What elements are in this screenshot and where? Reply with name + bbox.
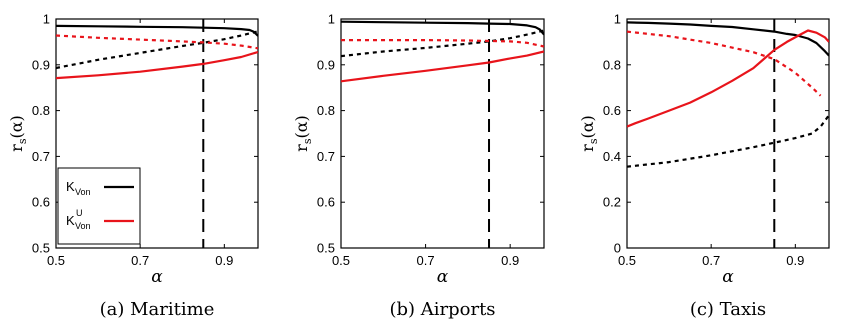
y-tick-label: 0.6 xyxy=(603,103,621,118)
y-tick-label: 0.2 xyxy=(603,195,621,210)
y-label-arg: (α) xyxy=(578,115,597,138)
y-tick-label: 0.6 xyxy=(32,195,50,210)
x-tick-label: 0.9 xyxy=(501,253,519,268)
y-tick-label: 1 xyxy=(328,12,335,27)
y-label-arg: (α) xyxy=(7,115,26,138)
series-line-solid-black xyxy=(341,20,544,36)
series-line-dotted-red xyxy=(341,39,544,48)
y-axis-label: rs(α) xyxy=(578,115,600,152)
series-line-solid-red xyxy=(56,50,258,80)
plot-frame xyxy=(340,18,545,249)
legend-label: K xyxy=(66,179,75,194)
y-label-arg: (α) xyxy=(292,115,311,138)
panel-2: 0.5 0.6 0.7 0.8 0.9 1 0.5 0.7 0.9 α rs(α) (b) Airpo… xyxy=(292,12,545,320)
series-line-dotted-black xyxy=(56,30,258,70)
series-line-solid-red xyxy=(341,50,544,83)
x-tick-label: 0.5 xyxy=(618,253,636,268)
y-label-sub: s xyxy=(301,138,314,144)
y-label-main: r xyxy=(292,144,311,152)
series-group xyxy=(627,21,829,168)
series-group xyxy=(56,24,258,80)
y-tick-label: 0.9 xyxy=(32,57,50,72)
series-line-dotted-black xyxy=(341,29,544,58)
legend-label: K xyxy=(66,213,75,228)
y-tick-label: 0.9 xyxy=(317,57,335,72)
x-tick-label: 0.5 xyxy=(47,253,65,268)
legend-label-sub: Von xyxy=(75,187,91,197)
y-tick-label: 0 xyxy=(614,241,621,256)
y-tick-label: 0.7 xyxy=(32,149,50,164)
series-line-solid-black xyxy=(627,21,829,57)
y-tick-label: 1 xyxy=(43,12,50,27)
y-tick-label: 0.8 xyxy=(32,103,50,118)
x-tick-label: 0.5 xyxy=(332,253,350,268)
series-line-dotted-red xyxy=(627,30,822,97)
y-tick-label: 0.8 xyxy=(603,57,621,72)
y-axis-label: rs(α) xyxy=(292,115,314,152)
panel-3: 0 0.2 0.4 0.6 0.8 1 0.5 0.7 0.9 α rs(α) (c) Taxis xyxy=(578,12,830,320)
legend-label-main: K xyxy=(66,179,75,194)
y-tick-label: 0.5 xyxy=(317,241,335,256)
panel-caption: (a) Maritime xyxy=(100,299,215,320)
x-tick-label: 0.9 xyxy=(215,253,233,268)
x-axis-label: α xyxy=(437,267,449,287)
x-tick-label: 0.9 xyxy=(786,253,804,268)
panel-1: 0.5 0.6 0.7 0.8 0.9 1 0.5 0.7 0.9 α rs(α) (a) Marit… xyxy=(7,12,259,320)
y-label-sub: s xyxy=(587,138,600,144)
legend-label-sub: Von xyxy=(75,221,91,231)
x-tick-label: 0.7 xyxy=(131,253,149,268)
legend-box xyxy=(57,167,141,245)
x-axis-label: α xyxy=(722,267,734,287)
legend-label-main: K xyxy=(66,213,75,228)
x-tick-label: 0.7 xyxy=(417,253,435,268)
panel-caption: (c) Taxis xyxy=(690,299,766,320)
y-label-main: r xyxy=(7,144,26,152)
series-line-solid-red xyxy=(627,29,829,128)
series-line-dotted-red xyxy=(56,34,258,50)
series-line-dotted-black xyxy=(627,114,829,168)
y-label-sub: s xyxy=(16,138,29,144)
y-tick-label: 0.7 xyxy=(317,149,335,164)
y-tick-label: 1 xyxy=(614,12,621,27)
y-tick-label: 0.6 xyxy=(317,195,335,210)
x-axis-label: α xyxy=(151,267,163,287)
legend-label-sup: U xyxy=(76,208,83,218)
y-axis-label: rs(α) xyxy=(7,115,29,152)
series-group xyxy=(341,20,544,83)
series-line-solid-black xyxy=(56,24,258,37)
y-tick-label: 0.4 xyxy=(603,149,621,164)
plot-frame xyxy=(626,18,830,249)
y-tick-label: 0.8 xyxy=(317,103,335,118)
panel-caption: (b) Airports xyxy=(389,299,495,320)
plot-frame xyxy=(55,18,259,249)
y-label-main: r xyxy=(578,144,597,152)
x-tick-label: 0.7 xyxy=(702,253,720,268)
y-tick-label: 0.5 xyxy=(32,241,50,256)
